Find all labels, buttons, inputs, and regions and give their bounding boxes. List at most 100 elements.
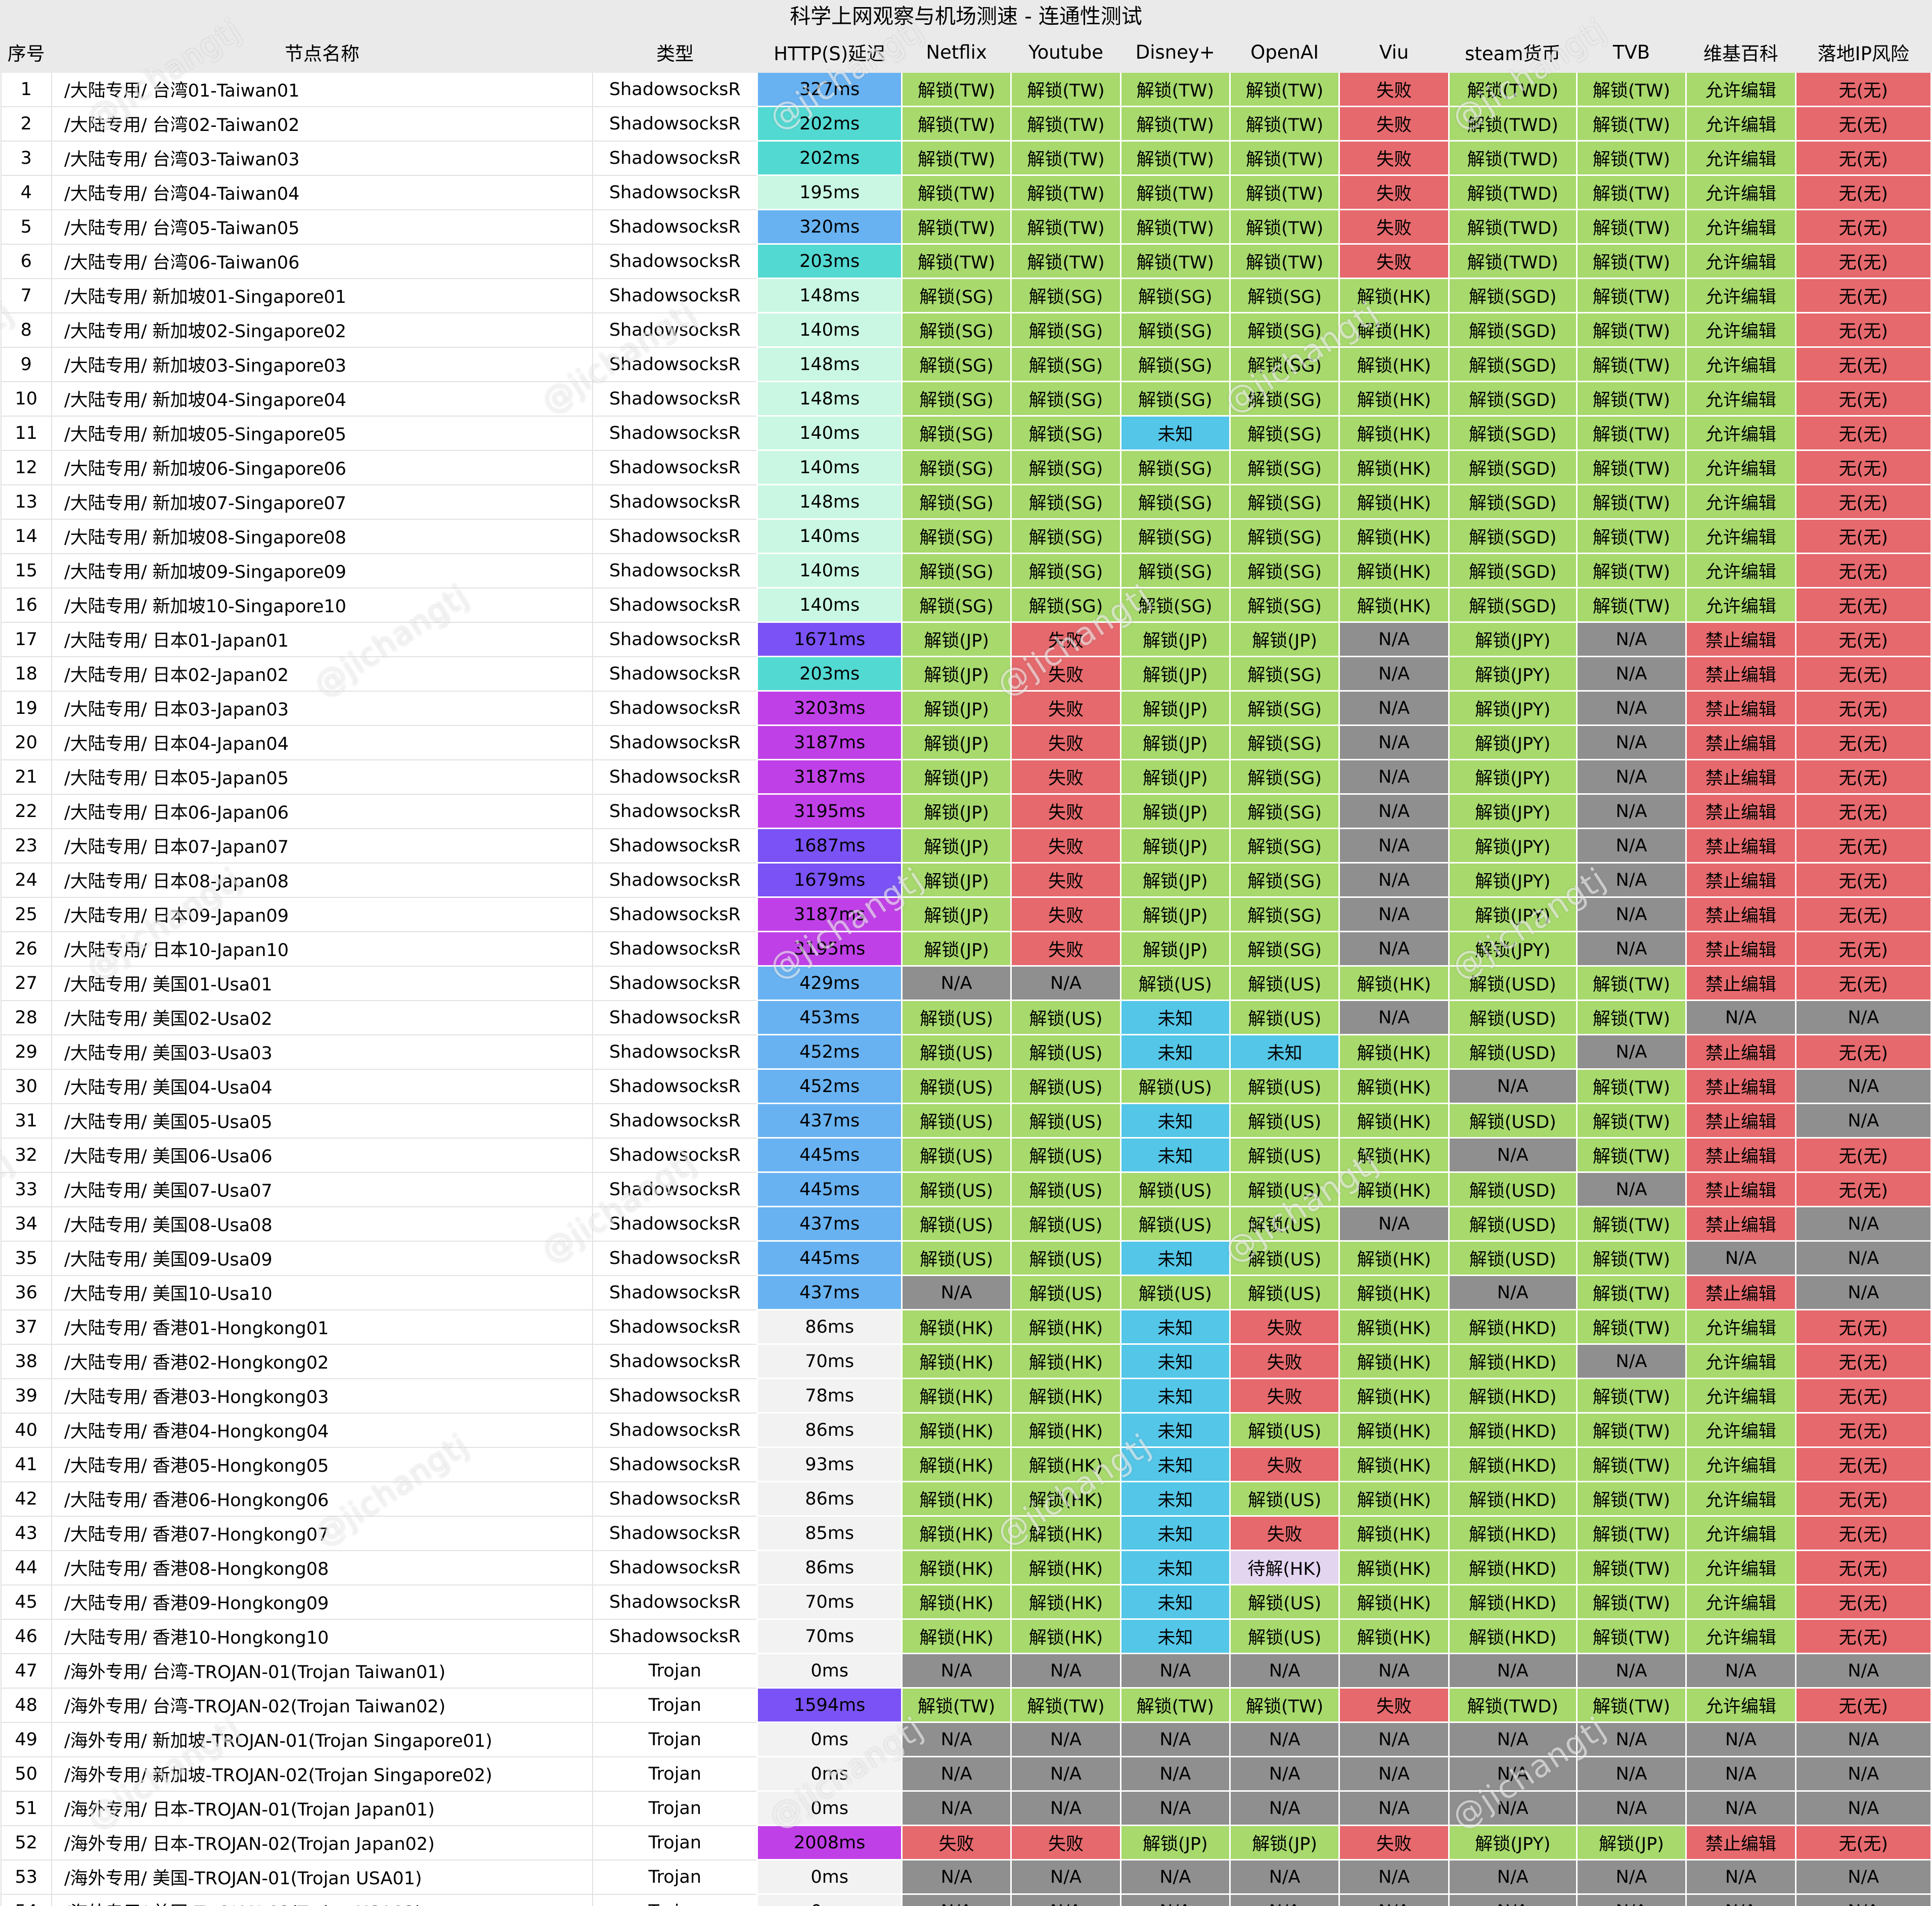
table-row: 50/海外专用/ 新加坡-TROJAN-02(Trojan Singapore0… [0, 1756, 1932, 1792]
service-status-cell-5: 解锁(HKD) [1448, 1446, 1578, 1482]
node-name-cell: /大陆专用/ 日本04-Japan04 [51, 724, 594, 760]
service-status-cell-4: 解锁(HK) [1338, 1309, 1450, 1345]
service-status-cell-0: 解锁(HK) [901, 1618, 1012, 1654]
table-row: 38/大陆专用/ 香港02-Hongkong02 ShadowsocksR 70ms… [0, 1343, 1932, 1379]
service-status-cell-1: 失败 [1010, 690, 1121, 726]
service-status-cell-7: 禁止编辑 [1685, 965, 1796, 1001]
service-status-cell-3: N/A [1229, 1653, 1340, 1689]
service-status-cell-1: 失败 [1010, 724, 1121, 760]
row-number-cell: 19 [0, 690, 52, 726]
service-status-cell-4: 解锁(HK) [1338, 1240, 1450, 1276]
row-number-cell: 16 [0, 587, 52, 623]
service-status-cell-6: N/A [1576, 690, 1687, 726]
service-status-cell-1: N/A [1010, 1756, 1121, 1792]
service-status-cell-3: 解锁(US) [1229, 1412, 1340, 1448]
service-status-cell-4: N/A [1338, 1790, 1450, 1826]
service-status-cell-7: 禁止编辑 [1685, 690, 1796, 726]
service-status-cell-5: 解锁(TWD) [1448, 106, 1578, 142]
node-type-cell: Trojan [592, 1687, 758, 1723]
service-status-cell-3: 解锁(SG) [1229, 518, 1340, 554]
node-name-cell: /大陆专用/ 日本02-Japan02 [51, 656, 594, 692]
service-status-cell-2: 未知 [1119, 1343, 1231, 1379]
table-row: 47/海外专用/ 台湾-TROJAN-01(Trojan Taiwan01) Tr… [0, 1653, 1932, 1689]
row-number-cell: 8 [0, 312, 52, 348]
latency-cell: 3187ms [756, 759, 903, 795]
service-status-cell-4: 解锁(HK) [1338, 1068, 1450, 1104]
service-status-cell-8: 无(无) [1794, 1618, 1932, 1654]
service-status-cell-2: 解锁(JP) [1119, 690, 1231, 726]
table-row: 2/大陆专用/ 台湾02-Taiwan02 ShadowsocksR 202ms 解锁… [0, 106, 1932, 142]
service-status-cell-7: 禁止编辑 [1685, 931, 1796, 967]
row-number-cell: 53 [0, 1859, 52, 1895]
service-status-cell-4: N/A [1338, 621, 1450, 657]
service-status-cell-0: 解锁(HK) [901, 1550, 1012, 1585]
row-number-cell: 38 [0, 1343, 52, 1379]
service-status-cell-0: 解锁(SG) [901, 518, 1012, 554]
node-name-cell: /大陆专用/ 新加坡03-Singapore03 [51, 346, 594, 382]
service-status-cell-2: 未知 [1119, 1618, 1231, 1654]
latency-cell: 0ms [756, 1756, 903, 1792]
latency-cell: 1687ms [756, 828, 903, 864]
service-status-cell-6: 解锁(TW) [1576, 312, 1687, 348]
table-row: 33/大陆专用/ 美国07-Usa07 ShadowsocksR 445ms 解锁(U… [0, 1171, 1932, 1207]
service-status-cell-5: N/A [1448, 1756, 1578, 1792]
table-row: 31/大陆专用/ 美国05-Usa05 ShadowsocksR 437ms 解锁(U… [0, 1103, 1932, 1139]
node-type-cell: ShadowsocksR [592, 1309, 758, 1345]
service-status-cell-7: 允许编辑 [1685, 106, 1796, 142]
node-name-cell: /大陆专用/ 美国01-Usa01 [51, 965, 594, 1001]
service-status-cell-8: 无(无) [1794, 931, 1932, 967]
table-row: 1/大陆专用/ 台湾01-Taiwan01 ShadowsocksR 327ms 解锁… [0, 71, 1932, 107]
service-status-cell-1: 失败 [1010, 793, 1121, 829]
table-row: 44/大陆专用/ 香港08-Hongkong08 ShadowsocksR 86ms… [0, 1550, 1932, 1585]
service-status-cell-1: 解锁(SG) [1010, 518, 1121, 554]
service-status-cell-7: 允许编辑 [1685, 278, 1796, 313]
node-type-cell: ShadowsocksR [592, 1137, 758, 1173]
latency-cell: 85ms [756, 1515, 903, 1551]
node-name-cell: /大陆专用/ 香港02-Hongkong02 [51, 1343, 594, 1379]
service-status-cell-3: 失败 [1229, 1309, 1340, 1345]
node-type-cell: ShadowsocksR [592, 1446, 758, 1482]
node-type-cell: ShadowsocksR [592, 518, 758, 554]
service-status-cell-3: 解锁(US) [1229, 1103, 1340, 1139]
service-status-cell-1: 解锁(US) [1010, 1137, 1121, 1173]
service-status-cell-5: 解锁(USD) [1448, 1206, 1578, 1242]
service-status-cell-8: 无(无) [1794, 484, 1932, 520]
service-status-cell-7: 禁止编辑 [1685, 1034, 1796, 1070]
service-status-cell-8: 无(无) [1794, 1687, 1932, 1723]
service-status-cell-7: 禁止编辑 [1685, 656, 1796, 692]
node-type-cell: ShadowsocksR [592, 621, 758, 657]
service-status-cell-8: 无(无) [1794, 312, 1932, 348]
service-status-cell-1: 失败 [1010, 828, 1121, 864]
table-row: 6/大陆专用/ 台湾06-Taiwan06 ShadowsocksR 203ms 解锁… [0, 243, 1932, 279]
service-status-cell-8: 无(无) [1794, 656, 1932, 692]
service-status-cell-5: 解锁(SGD) [1448, 278, 1578, 313]
table-row: 21/大陆专用/ 日本05-Japan05 ShadowsocksR 3187ms 解… [0, 759, 1932, 795]
service-status-cell-3: 解锁(TW) [1229, 1687, 1340, 1723]
service-status-cell-1: 解锁(HK) [1010, 1378, 1121, 1414]
service-status-cell-4: 解锁(HK) [1338, 278, 1450, 313]
service-status-cell-0: 解锁(SG) [901, 381, 1012, 417]
column-header-10: TVB [1576, 31, 1687, 73]
service-status-cell-6: 解锁(TW) [1576, 1515, 1687, 1551]
table-row: 49/海外专用/ 新加坡-TROJAN-01(Trojan Singapore0… [0, 1721, 1932, 1757]
latency-cell: 437ms [756, 1206, 903, 1242]
service-status-cell-1: 解锁(TW) [1010, 71, 1121, 107]
service-status-cell-8: 无(无) [1794, 278, 1932, 313]
service-status-cell-4: 解锁(HK) [1338, 1343, 1450, 1379]
node-name-cell: /大陆专用/ 新加坡10-Singapore10 [51, 587, 594, 623]
node-name-cell: /大陆专用/ 美国03-Usa03 [51, 1034, 594, 1070]
service-status-cell-2: N/A [1119, 1790, 1231, 1826]
row-number-cell: 5 [0, 209, 52, 245]
service-status-cell-5: 解锁(TWD) [1448, 71, 1578, 107]
service-status-cell-7: 允许编辑 [1685, 415, 1796, 451]
table-row: 51/海外专用/ 日本-TROJAN-01(Trojan Japan01) Tro… [0, 1790, 1932, 1826]
service-status-cell-6: N/A [1576, 862, 1687, 898]
service-status-cell-2: 解锁(TW) [1119, 71, 1231, 107]
node-type-cell: Trojan [592, 1825, 758, 1860]
service-status-cell-5: 解锁(HKD) [1448, 1309, 1578, 1345]
node-type-cell: ShadowsocksR [592, 312, 758, 348]
service-status-cell-3: 解锁(US) [1229, 1481, 1340, 1517]
node-name-cell: /大陆专用/ 日本03-Japan03 [51, 690, 594, 726]
service-status-cell-2: 未知 [1119, 1309, 1231, 1345]
row-number-cell: 45 [0, 1584, 52, 1620]
